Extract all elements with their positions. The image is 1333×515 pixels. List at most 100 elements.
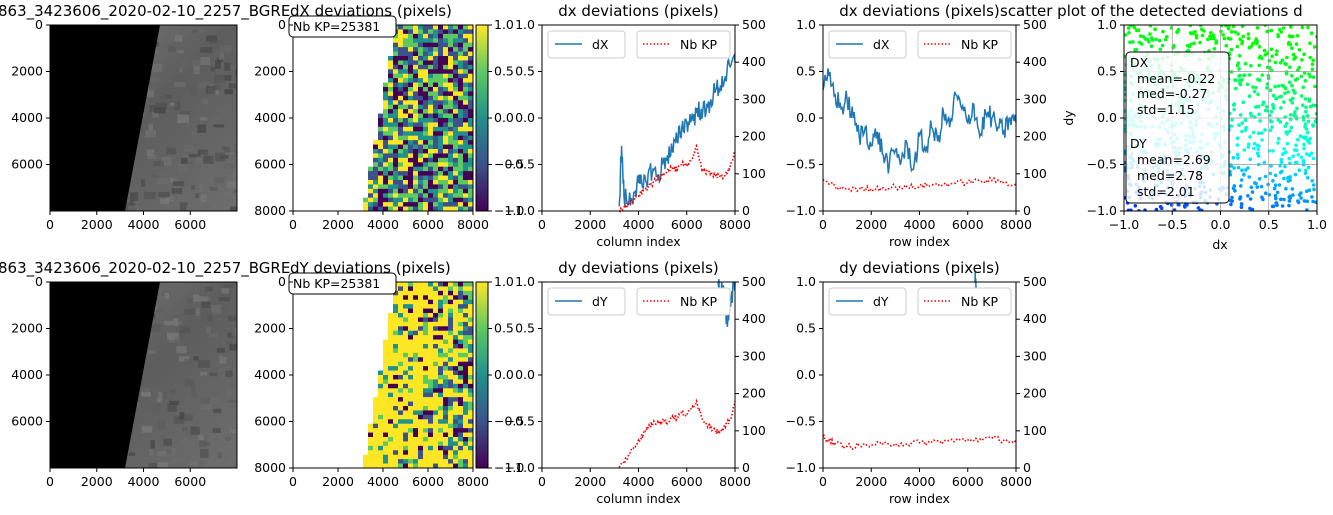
map-cell: [418, 352, 424, 358]
map-cell: [393, 91, 399, 97]
scatter-point: [1268, 88, 1273, 93]
map-cell: [398, 166, 404, 172]
map-cell: [418, 308, 424, 314]
scatter-point: [1133, 204, 1138, 208]
map-cell: [378, 180, 384, 185]
map-cell: [403, 47, 409, 52]
map-cell: [373, 193, 379, 199]
map-cell: [443, 104, 449, 110]
map-cell: [373, 166, 379, 172]
scatter-point: [1284, 62, 1288, 66]
image-texture-patch: [155, 308, 164, 313]
map-cell: [468, 463, 473, 468]
map-cell: [438, 317, 444, 323]
map-cell: [463, 38, 469, 44]
image-texture-patch: [197, 461, 205, 466]
map-cell: [413, 459, 419, 464]
image-texture-patch: [207, 314, 213, 322]
map-cell: [423, 149, 429, 154]
y-tick-label: 0.5: [515, 64, 535, 79]
map-cell: [423, 304, 429, 309]
map-cell: [448, 299, 454, 305]
map-cell: [393, 299, 399, 305]
map-cell: [403, 375, 409, 380]
y-tick-label: 1.0: [1097, 17, 1117, 32]
map-cell: [418, 188, 424, 194]
map-cell: [408, 82, 414, 88]
map-cell: [398, 162, 404, 168]
map-cell: [438, 197, 444, 203]
map-cell: [428, 450, 434, 456]
map-cell: [418, 423, 424, 429]
image-texture-patch: [234, 420, 237, 426]
map-cell: [448, 344, 454, 349]
map-cell: [423, 69, 429, 75]
map-cell: [403, 459, 409, 464]
y2-tick-label: 0: [1023, 460, 1031, 475]
map-cell: [433, 184, 439, 190]
map-cell: [403, 171, 409, 176]
map-cell: [448, 339, 454, 345]
map-cell: [413, 95, 419, 101]
image-texture-patch: [200, 57, 211, 66]
map-cell: [433, 60, 439, 66]
scatter-point: [1202, 29, 1206, 33]
image-texture-patch: [191, 426, 198, 431]
map-cell: [438, 118, 444, 123]
map-cell: [403, 454, 409, 460]
scatter-point: [1231, 155, 1236, 160]
image-texture-patch: [206, 86, 216, 95]
map-cell: [418, 91, 424, 97]
map-cell: [393, 104, 399, 110]
map-cell: [453, 131, 459, 137]
x-tick-label: 0: [819, 217, 827, 232]
map-cell: [443, 51, 449, 57]
map-cell: [393, 78, 399, 83]
map-cell: [428, 118, 434, 123]
map-cell: [408, 383, 414, 389]
map-cell: [418, 162, 424, 168]
image-texture-patch: [215, 152, 226, 162]
map-cell: [458, 109, 464, 114]
image-texture-patch: [174, 101, 181, 111]
scatter-point: [1255, 26, 1260, 30]
y2-tick-label: 500: [1023, 274, 1047, 289]
map-cell: [423, 286, 429, 292]
map-cell: [448, 188, 454, 194]
map-cell: [408, 290, 414, 296]
map-cell: [433, 352, 439, 358]
image-texture-patch: [234, 172, 237, 182]
y-tick-label: −1.0: [505, 460, 535, 475]
map-cell: [448, 282, 454, 287]
image-texture-patch: [214, 75, 226, 83]
scatter-point: [1248, 135, 1252, 139]
map-cell: [453, 317, 459, 323]
map-cell: [388, 317, 394, 323]
map-cell: [443, 344, 449, 349]
map-cell: [413, 304, 419, 309]
map-cell: [433, 122, 439, 128]
map-cell: [378, 379, 384, 385]
image-texture-patch: [159, 170, 169, 178]
map-cell: [423, 157, 429, 163]
image-texture-patch: [186, 297, 193, 304]
x-tick-label: 8000: [457, 217, 489, 232]
map-cell: [443, 149, 449, 154]
y-tick-label: 0.5: [796, 321, 816, 336]
map-cell: [403, 126, 409, 132]
image-texture-patch: [216, 57, 224, 63]
map-cell: [468, 42, 473, 48]
map-cell: [458, 47, 464, 52]
map-cell: [468, 135, 473, 141]
scatter-point: [1274, 201, 1278, 205]
map-cell: [413, 361, 419, 367]
map-cell: [378, 184, 384, 190]
image-panel-top: [49, 24, 238, 212]
map-cell: [428, 180, 434, 185]
map-cell: [438, 432, 444, 438]
map-cell: [428, 47, 434, 52]
map-cell: [418, 113, 424, 119]
map-cell: [468, 339, 473, 345]
map-cell: [448, 153, 454, 159]
map-cell: [398, 184, 404, 190]
